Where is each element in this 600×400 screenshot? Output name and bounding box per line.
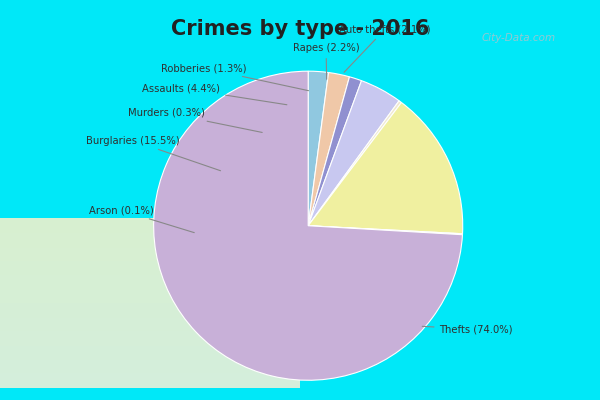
Text: Assaults (4.4%): Assaults (4.4%) [142, 83, 287, 105]
Wedge shape [308, 101, 401, 226]
Text: Rapes (2.2%): Rapes (2.2%) [293, 43, 359, 79]
Text: Robberies (1.3%): Robberies (1.3%) [161, 63, 308, 91]
Wedge shape [308, 226, 463, 235]
Text: Burglaries (15.5%): Burglaries (15.5%) [86, 136, 221, 171]
Text: Murders (0.3%): Murders (0.3%) [128, 108, 262, 132]
Wedge shape [308, 81, 399, 226]
Text: Thefts (74.0%): Thefts (74.0%) [422, 324, 513, 334]
Wedge shape [154, 71, 463, 380]
Text: Auto thefts (2.1%): Auto thefts (2.1%) [339, 24, 431, 72]
Text: Crimes by type - 2016: Crimes by type - 2016 [171, 19, 429, 39]
Text: Arson (0.1%): Arson (0.1%) [89, 205, 194, 233]
Wedge shape [308, 77, 361, 226]
Wedge shape [308, 72, 349, 226]
Wedge shape [308, 102, 463, 234]
Text: City-Data.com: City-Data.com [481, 32, 556, 42]
Wedge shape [308, 71, 329, 226]
